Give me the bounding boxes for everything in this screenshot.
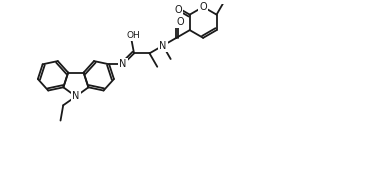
Text: O: O: [174, 5, 182, 15]
Text: O: O: [176, 17, 184, 27]
Text: N: N: [119, 59, 127, 69]
Text: N: N: [159, 41, 167, 51]
Text: N: N: [72, 91, 80, 101]
Text: O: O: [199, 2, 207, 12]
Text: OH: OH: [126, 31, 140, 40]
